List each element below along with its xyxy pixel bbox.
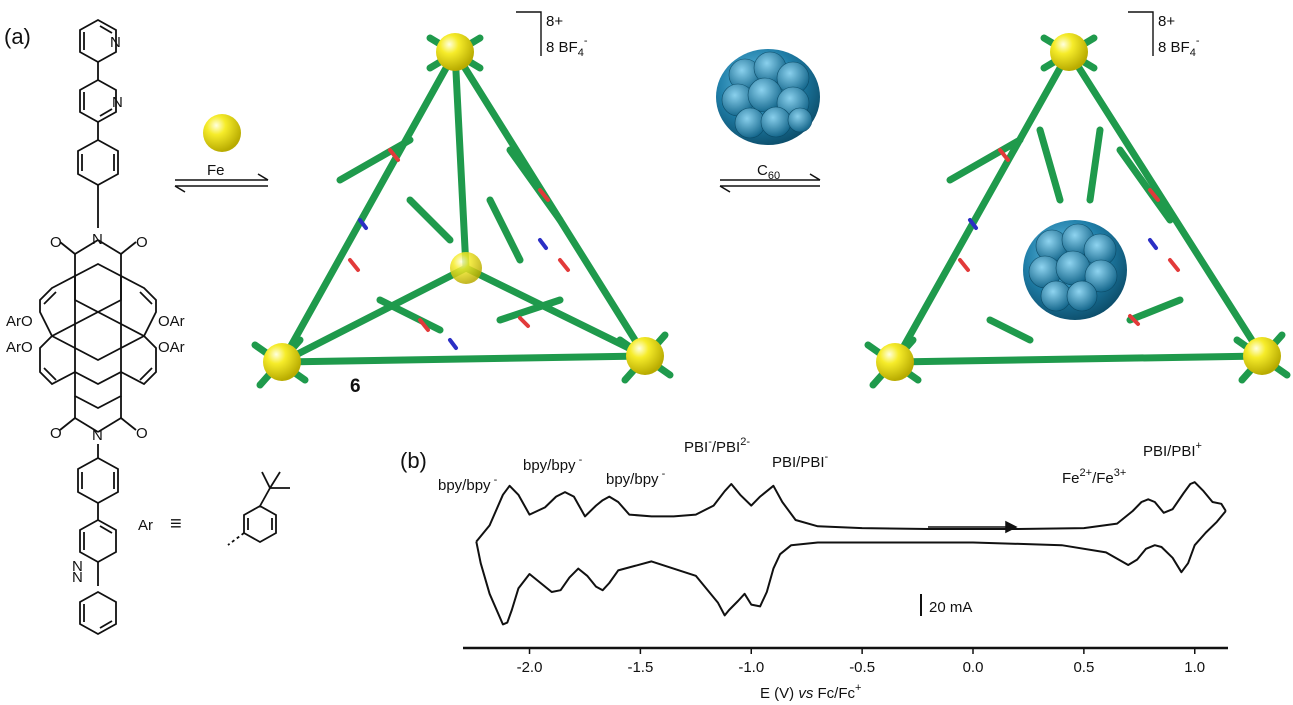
peak-label-bpy-3: bpy/bpy - <box>606 468 666 488</box>
reagent-c60: C60 <box>757 162 780 182</box>
ar-equiv: ≡ <box>170 513 182 535</box>
cage-c60-counterion: 8 BF4- <box>1158 35 1200 59</box>
cage-counterion: 8 BF4- <box>546 35 588 59</box>
peak-label-pbi-2minus: PBI-/PBI2- <box>684 436 750 456</box>
x-tick-label: -0.5 <box>849 659 875 676</box>
cv-traces <box>475 481 1227 626</box>
atom-n-bottom: N <box>92 427 103 444</box>
atom-pyridine-n-3: N <box>72 558 83 575</box>
fe-center-back <box>450 252 482 284</box>
x-tick-label: -1.0 <box>738 659 764 676</box>
atom-o-top-left: O <box>50 234 62 251</box>
reagent-fe: Fe <box>207 162 225 179</box>
x-tick-label: 0.5 <box>1073 659 1094 676</box>
x-axis-title: E (V) vs Fc/Fc+ <box>760 682 861 702</box>
sweep-direction-arrow <box>928 520 1018 534</box>
panel-b-label: (b) <box>400 448 427 473</box>
atom-pyridine-n-2: N <box>112 94 123 111</box>
peak-label-bpy-2: bpy/bpy - <box>523 454 583 474</box>
cage-label-6: 6 <box>350 376 361 397</box>
fe-center-right-2 <box>1243 337 1281 375</box>
peak-label-bpy-1: bpy/bpy - <box>438 474 498 494</box>
fe-center-left-2 <box>876 343 914 381</box>
cage-c60-charge: 8+ <box>1158 13 1175 30</box>
cv-trace-1 <box>475 481 1227 543</box>
fe-sphere-icon <box>203 114 241 152</box>
tert-butylphenyl-structure <box>227 471 290 546</box>
equilibrium-arrow-1 <box>174 173 269 193</box>
atom-o-top-right: O <box>136 234 148 251</box>
atom-aro-right-2: OAr <box>158 339 185 356</box>
charge-bracket-1 <box>516 11 542 56</box>
atom-o-bottom-left: O <box>50 425 62 442</box>
ar-symbol: Ar <box>138 517 153 534</box>
cage-c60-complex <box>864 33 1291 389</box>
equilibrium-arrow-2 <box>719 173 821 193</box>
atom-n-top: N <box>92 231 103 248</box>
ligand-structure <box>39 18 157 636</box>
cage-6 <box>251 33 674 389</box>
atom-pyridine-n-4: N <box>72 569 83 586</box>
atom-aro-left-1: ArO <box>6 313 33 330</box>
fe-center-top <box>436 33 474 71</box>
cage-charge: 8+ <box>546 13 563 30</box>
fe-center-top-2 <box>1050 33 1088 71</box>
x-tick-label: -2.0 <box>517 659 543 676</box>
encapsulated-c60 <box>1023 220 1127 320</box>
peak-label-pbi-minus: PBI/PBI- <box>772 451 829 471</box>
atom-pyridine-n-1: N <box>110 34 121 51</box>
x-axis-ticks: -2.0 -1.5 -1.0 -0.5 0.0 0.5 1.0 <box>517 648 1205 676</box>
panel-a-label: (a) <box>4 24 31 49</box>
cv-chart: -2.0 -1.5 -1.0 -0.5 0.0 0.5 1.0 20 mA bpy/bpy … <box>438 436 1228 702</box>
atom-aro-left-2: ArO <box>6 339 33 356</box>
peak-label-pbi-plus: PBI/PBI+ <box>1143 440 1202 460</box>
peak-label-fe-redox: Fe2+/Fe3+ <box>1062 467 1126 487</box>
fe-center-right <box>626 337 664 375</box>
x-tick-label: 0.0 <box>963 659 984 676</box>
atom-aro-right-1: OAr <box>158 313 185 330</box>
charge-bracket-2 <box>1128 11 1154 56</box>
c60-fullerene-icon <box>716 49 820 145</box>
scale-bar-label: 20 mA <box>929 599 972 616</box>
cv-trace-2 <box>475 510 1227 626</box>
atom-o-bottom-right: O <box>136 425 148 442</box>
fe-center-left <box>263 343 301 381</box>
x-tick-label: -1.5 <box>627 659 653 676</box>
x-tick-label: 1.0 <box>1184 659 1205 676</box>
